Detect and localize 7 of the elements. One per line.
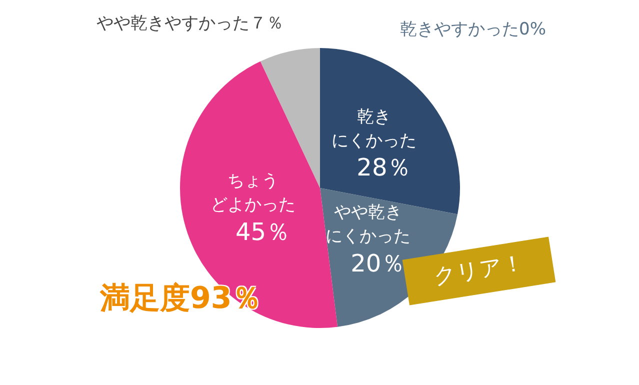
slice-label: やや乾きやすかった７％ — [96, 13, 284, 34]
slice-label: 乾きにくかった — [331, 106, 416, 151]
text: 満足度93％ — [100, 280, 262, 318]
data-label: 28％ — [356, 154, 412, 182]
data-label: 45％ — [236, 218, 290, 246]
category-label: 乾きやすかった0% — [400, 19, 546, 40]
slice-label: ちょうどよかった — [210, 170, 296, 215]
